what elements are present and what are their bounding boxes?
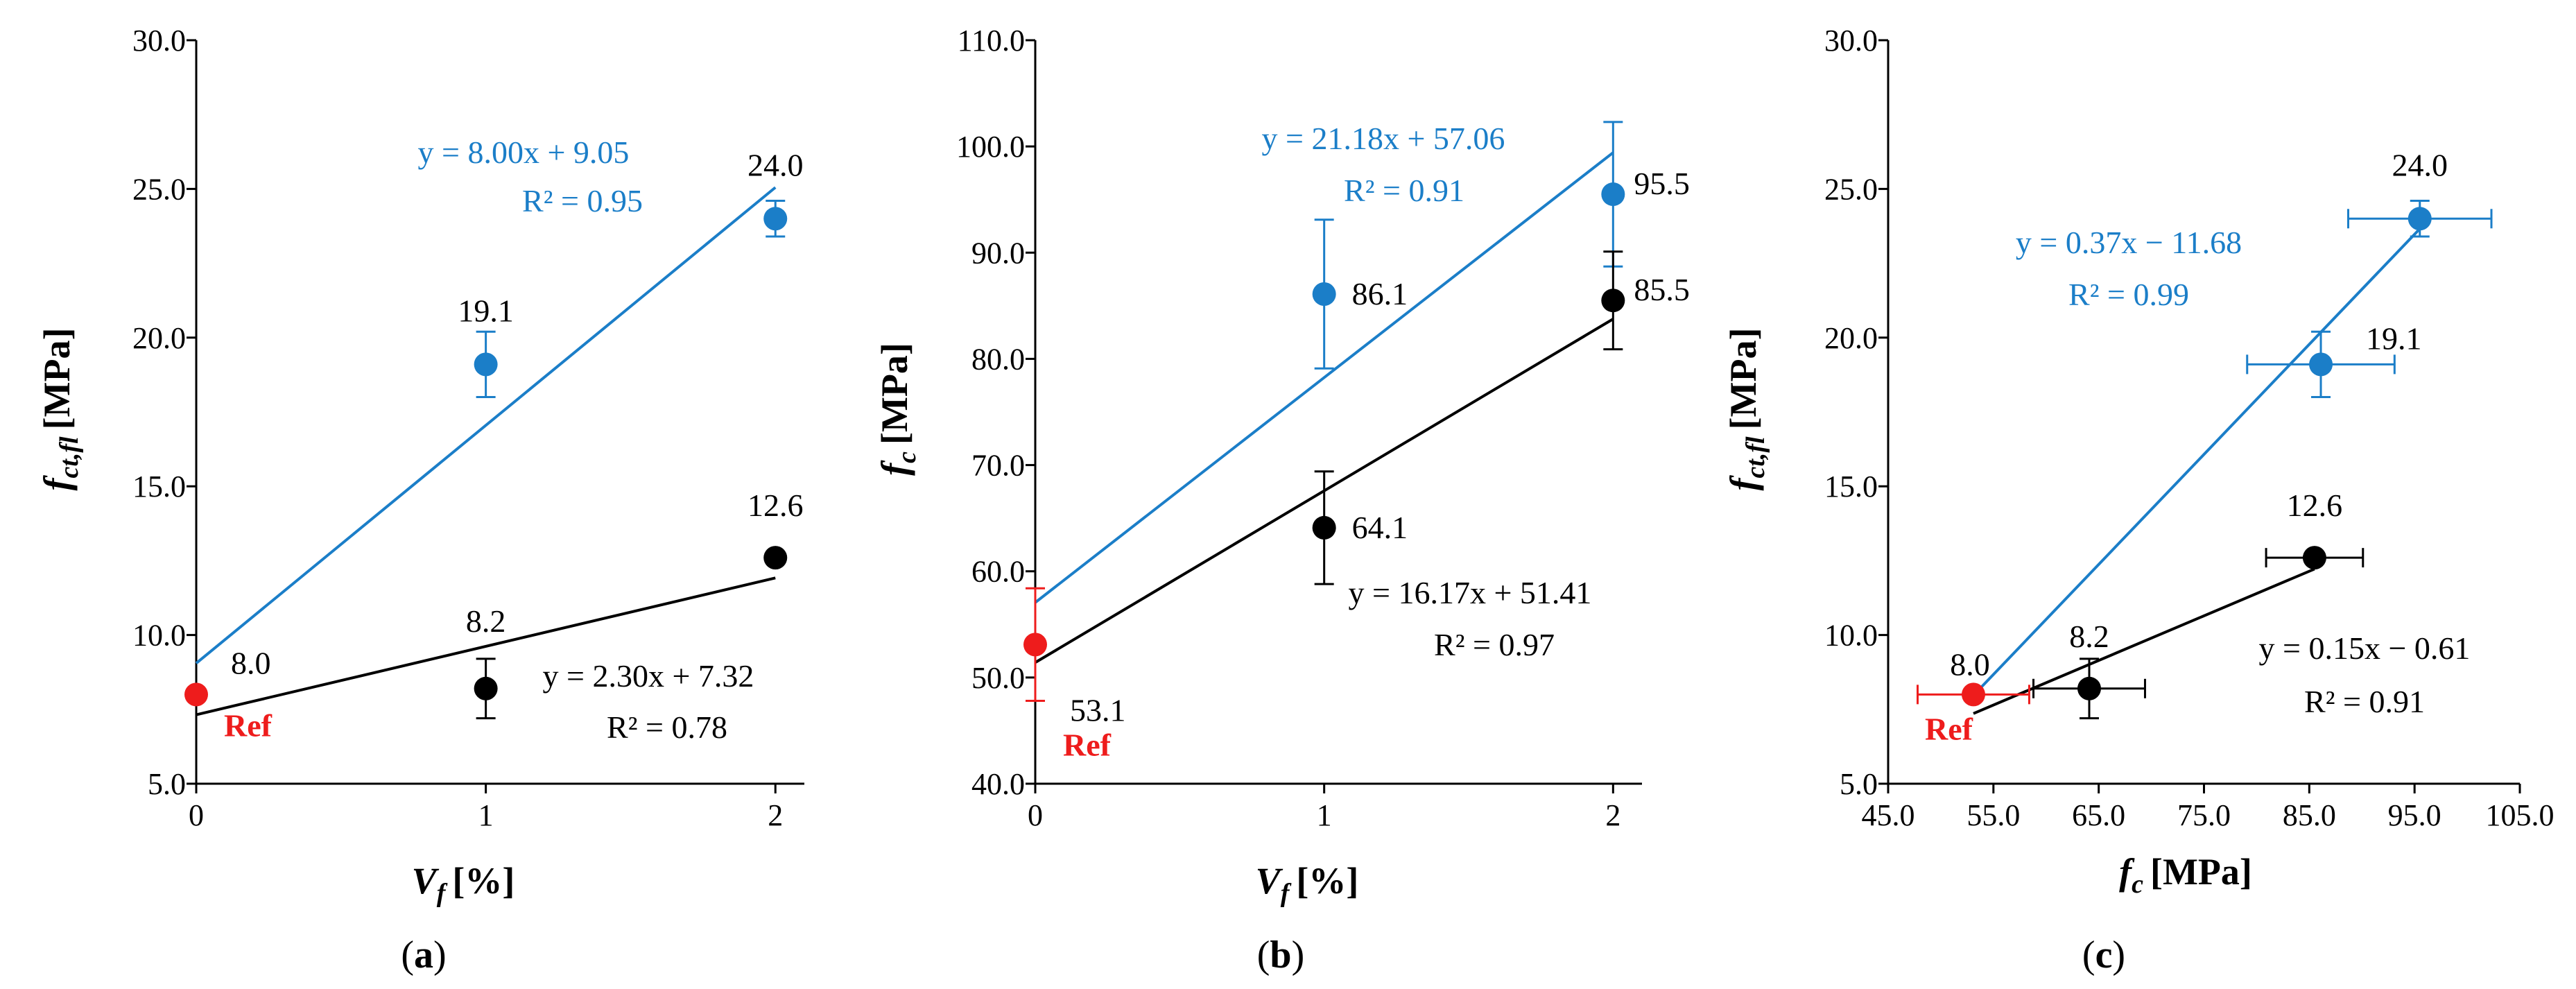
- y-tick-label: 30.0: [1824, 24, 1878, 58]
- r-squared-black: R² = 0.78: [607, 710, 727, 745]
- y-tick-label: 10.0: [132, 619, 186, 653]
- data-point-Ref: [1023, 633, 1047, 657]
- y-tick-label: 5.0: [148, 767, 186, 801]
- trendline-black: [1973, 567, 2315, 715]
- data-point-blue: [763, 207, 788, 231]
- y-tick-label: 15.0: [1824, 470, 1878, 504]
- data-point-black: [2077, 676, 2102, 700]
- trendline-blue: [195, 186, 777, 664]
- data-point-Ref: [1961, 682, 1985, 707]
- r-squared-black: R² = 0.97: [1434, 627, 1555, 662]
- y-tick-label: 100.0: [956, 130, 1025, 164]
- panel-label: (b): [1257, 934, 1304, 977]
- x-tick-label: 1: [478, 798, 494, 832]
- panel-label: (c): [2082, 934, 2125, 977]
- panel-c: 5.0 10.0 15.0 20.0 25.0 30.0 45.0 55.0 65.0 75.0 8…: [1722, 24, 2555, 977]
- data-point-black: [1312, 515, 1336, 540]
- y-tick-label: 60.0: [971, 555, 1025, 589]
- data-point-black: [1601, 289, 1625, 313]
- data-label: 53.1: [1070, 692, 1126, 728]
- equation-blue: y = 0.37x − 11.68: [2016, 225, 2242, 260]
- data-label: 8.0: [1950, 646, 1990, 682]
- panel-a: 5.0 10.0 15.0 20.0 25.0 30.0 0 1 2 Vf [%] fct,fl[MP…: [36, 24, 804, 977]
- equation-black: y = 2.30x + 7.32: [543, 658, 754, 694]
- y-axis-label: fc[MPa]: [874, 343, 922, 476]
- y-tick-label: 90.0: [971, 236, 1025, 270]
- y-tick-label: 25.0: [132, 172, 186, 206]
- equation-black: y = 0.15x − 0.61: [2259, 630, 2471, 666]
- data-label: 19.1: [2366, 320, 2422, 356]
- y-tick-label: 15.0: [132, 470, 186, 504]
- data-point-blue: [2309, 352, 2333, 377]
- data-label: 64.1: [1352, 510, 1408, 545]
- y-axis-label: fct,fl[MPa]: [36, 327, 84, 490]
- y-tick-label: 5.0: [1840, 767, 1878, 801]
- y-tick-label: 30.0: [132, 24, 186, 58]
- y-tick-label: 25.0: [1824, 172, 1878, 206]
- x-tick-label: 45.0: [1862, 798, 1915, 832]
- data-label: 95.5: [1634, 166, 1690, 201]
- data-point-Ref: [184, 682, 208, 707]
- x-tick-label: 0: [1028, 798, 1043, 832]
- r-squared-blue: R² = 0.91: [1344, 173, 1464, 208]
- equation-blue: y = 21.18x + 57.06: [1262, 121, 1505, 156]
- r-squared-black: R² = 0.91: [2304, 684, 2425, 719]
- trendline-blue: [1034, 151, 1614, 604]
- ref-label: Ref: [1925, 711, 1973, 746]
- x-tick-label: 2: [768, 798, 783, 832]
- x-tick-label: 1: [1317, 798, 1332, 832]
- y-tick-label: 110.0: [958, 24, 1025, 58]
- y-axis-label: fct,fl[MPa]: [1722, 327, 1770, 490]
- x-tick-label: 2: [1605, 798, 1620, 832]
- panel-b: 40.0 50.0 60.0 70.0 80.0 90.0 100.0 110.0 0 1 2 Vf[…: [874, 24, 1690, 977]
- y-tick-label: 70.0: [971, 449, 1025, 483]
- x-tick-label: 95.0: [2388, 798, 2441, 832]
- data-label: 86.1: [1352, 276, 1408, 311]
- y-tick-label: 50.0: [971, 661, 1025, 695]
- data-point-black: [763, 546, 788, 570]
- trendline-black: [196, 576, 776, 716]
- y-tick-label: 20.0: [1824, 321, 1878, 355]
- x-tick-label: 75.0: [2177, 798, 2231, 832]
- y-tick-label: 40.0: [971, 767, 1025, 801]
- panel-label: (a): [401, 934, 446, 977]
- data-label: 12.6: [747, 488, 804, 523]
- data-label: 12.6: [2287, 488, 2343, 523]
- data-point-blue: [474, 352, 498, 377]
- data-label: 19.1: [458, 293, 514, 328]
- data-point-blue: [1312, 282, 1336, 307]
- x-axis-label: Vf [%]: [412, 860, 515, 908]
- x-tick-label: 105.0: [2486, 798, 2555, 832]
- ref-label: Ref: [1063, 727, 1112, 762]
- data-label: 85.5: [1634, 272, 1690, 307]
- data-point-black: [2302, 546, 2326, 570]
- data-point-blue: [2408, 207, 2432, 231]
- x-tick-label: 55.0: [1966, 798, 2020, 832]
- x-axis-label: Vf [%]: [1256, 860, 1359, 908]
- data-label: 24.0: [2392, 147, 2448, 182]
- data-point-blue: [1601, 182, 1625, 207]
- r-squared-blue: R² = 0.95: [522, 183, 643, 218]
- y-tick-label: 20.0: [132, 321, 186, 355]
- data-label: 24.0: [747, 147, 804, 182]
- data-label: 8.0: [231, 645, 271, 680]
- x-axis-label: fc [MPa]: [2119, 851, 2252, 899]
- x-tick-label: 0: [189, 798, 204, 832]
- equation-blue: y = 8.00x + 9.05: [418, 135, 630, 170]
- equation-black: y = 16.17x + 51.41: [1349, 575, 1592, 610]
- y-tick-label: 80.0: [971, 342, 1025, 376]
- data-label: 8.2: [2069, 619, 2109, 654]
- r-squared-blue: R² = 0.99: [2068, 277, 2189, 312]
- y-tick-label: 10.0: [1824, 619, 1878, 653]
- x-tick-label: 65.0: [2072, 798, 2125, 832]
- ref-label: Ref: [224, 707, 273, 743]
- data-label: 8.2: [466, 603, 506, 639]
- trendline-blue: [1972, 227, 2421, 697]
- x-tick-label: 85.0: [2283, 798, 2336, 832]
- data-point-black: [474, 676, 498, 700]
